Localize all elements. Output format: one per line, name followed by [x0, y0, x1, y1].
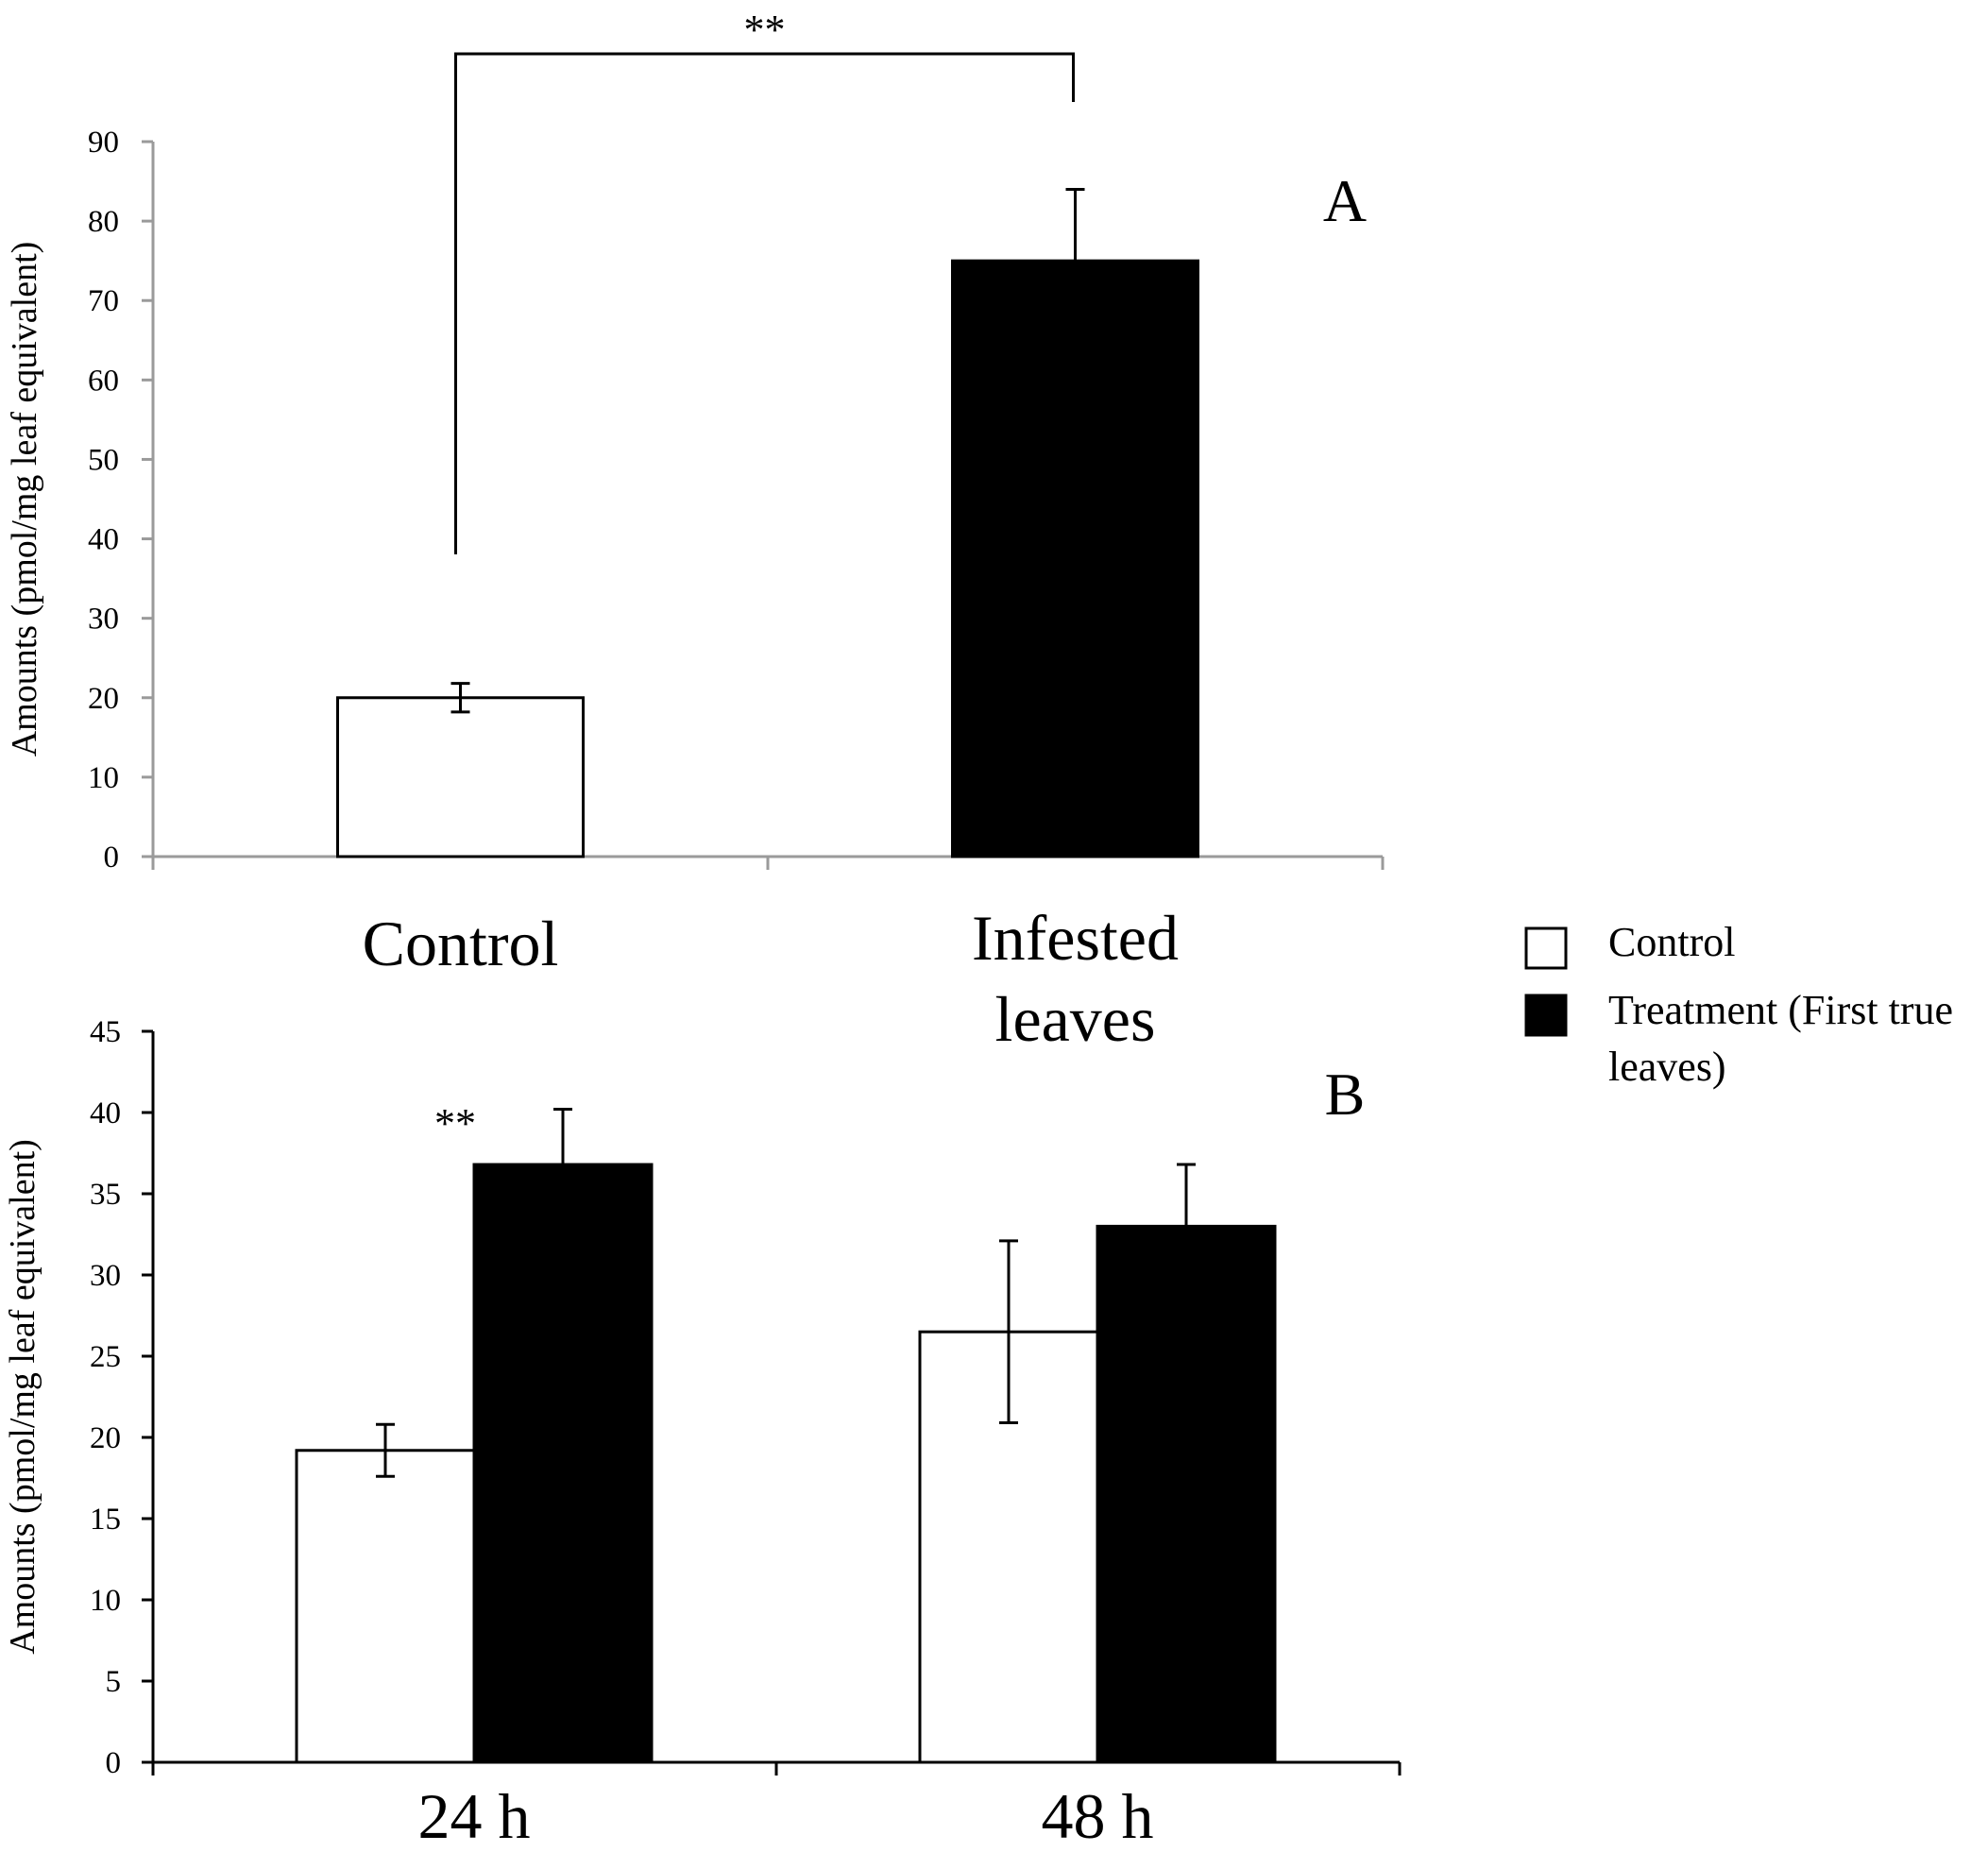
panel-a-letter: A — [1323, 167, 1367, 234]
panel-a-y-tick-label: 40 — [88, 523, 119, 557]
panel-b-y-tick-label: 20 — [90, 1421, 121, 1455]
panel-a-category-label: Infested — [972, 902, 1179, 974]
panel-a-y-tick-label: 80 — [88, 205, 119, 239]
panel-a-bar — [336, 696, 585, 858]
panel-b-category-label: 48 h — [1042, 1780, 1154, 1852]
panel-b-y-tick-label: 30 — [90, 1259, 121, 1293]
panel-a-category-label: Control — [363, 908, 559, 979]
legend-label: Treatment (First true — [1608, 987, 1953, 1033]
panel-b-category-label: 24 h — [418, 1780, 531, 1852]
panel-a-significance-bracket — [454, 52, 1075, 554]
legend-swatch — [1524, 926, 1568, 970]
panel-b: 0 5 10 15 20 25 30 35 40 45 24 h 48 h ** B Amounts (pm… — [3, 1015, 1402, 1852]
panel-b-y-tick-label: 25 — [90, 1340, 121, 1374]
panel-b-y-tick-label: 45 — [90, 1015, 121, 1049]
panel-b-bar — [1096, 1224, 1277, 1764]
panel-a-category-label: leaves — [995, 983, 1156, 1055]
legend: Control Treatment (First true leaves) — [1524, 919, 1953, 1090]
panel-b-y-axis-label: Amounts (pmol/mg leaf equivalent) — [3, 1139, 42, 1655]
legend-swatch — [1524, 994, 1568, 1037]
panel-b-letter: B — [1325, 1061, 1366, 1128]
panel-b-y-tick-label: 5 — [106, 1665, 122, 1699]
panel-b-y-tick-label: 40 — [90, 1096, 121, 1130]
panel-a-y-tick-label: 0 — [104, 841, 120, 875]
panel-a-y-tick-label: 20 — [88, 682, 119, 716]
panel-b-y-tick-label: 15 — [90, 1503, 121, 1537]
panel-a-y-tick-label: 70 — [88, 284, 119, 318]
panel-b-y-tick-label: 35 — [90, 1178, 121, 1212]
panel-a-y-tick-label: 50 — [88, 443, 119, 477]
legend-label: leaves) — [1608, 1044, 1726, 1090]
panel-b-y-tick-label: 10 — [90, 1584, 121, 1618]
panel-a-y-axis-label: Amounts (pmol/mg leaf equivalent) — [5, 242, 44, 757]
panel-a-y-tick-label: 30 — [88, 603, 119, 637]
panel-a-y-tick-label: 10 — [88, 761, 119, 795]
panel-b-bar — [295, 1449, 476, 1764]
panel-a-significance-stars: ** — [744, 7, 786, 53]
panel-a: 0 10 20 30 40 50 60 70 80 90 Control Infested leaves… — [5, 7, 1385, 1055]
panel-b-significance-stars: ** — [434, 1100, 476, 1147]
legend-label: Control — [1608, 919, 1735, 965]
panel-b-y-tick-label: 0 — [106, 1746, 122, 1780]
panel-a-y-tick-label: 90 — [88, 126, 119, 160]
panel-a-y-tick-label: 60 — [88, 364, 119, 398]
panel-a-bar — [951, 259, 1199, 858]
panel-b-bar — [472, 1163, 654, 1764]
